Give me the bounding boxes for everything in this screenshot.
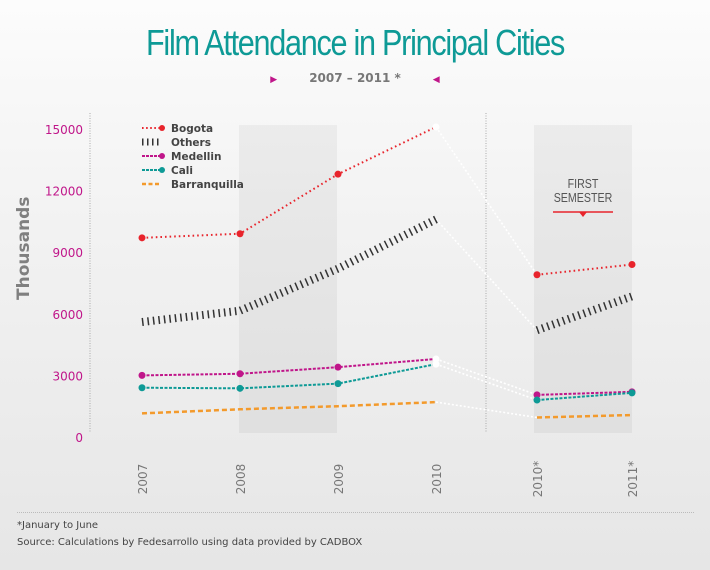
series-line-medellin bbox=[536, 390, 633, 396]
data-point-bogota bbox=[334, 170, 342, 178]
data-point-cali bbox=[628, 389, 636, 397]
x-tick-label: 2010* bbox=[531, 461, 545, 498]
data-point-bogota bbox=[432, 123, 440, 131]
x-tick-label: 2011* bbox=[626, 461, 640, 498]
data-point-bogota bbox=[628, 261, 636, 269]
legend-marker-medellin bbox=[159, 153, 165, 159]
triangle-right-icon: ▶ bbox=[270, 75, 278, 85]
annotation-arrow-icon bbox=[579, 212, 587, 217]
data-point-medellin bbox=[432, 355, 440, 363]
legend-marker-bogota bbox=[159, 125, 165, 131]
x-tick-label: 2010 bbox=[430, 464, 444, 495]
y-tick-label: 0 bbox=[75, 431, 83, 445]
data-point-bogota bbox=[533, 271, 541, 279]
data-point-bogota bbox=[236, 230, 244, 238]
connector-line bbox=[435, 358, 538, 396]
legend-label-barranquilla: Barranquilla bbox=[171, 179, 244, 191]
legend-marker-cali bbox=[159, 167, 165, 173]
annotation-text: SEMESTER bbox=[554, 190, 613, 205]
connector-line bbox=[435, 126, 538, 276]
x-tick-label: 2008 bbox=[234, 464, 248, 495]
annotation-text: FIRST bbox=[568, 176, 599, 191]
y-tick-label: 15000 bbox=[45, 123, 83, 137]
series-line-barranquilla bbox=[141, 400, 437, 415]
data-point-bogota bbox=[138, 234, 146, 242]
data-point-medellin bbox=[334, 363, 342, 371]
y-tick-label: 3000 bbox=[52, 369, 83, 383]
data-point-medellin bbox=[138, 371, 146, 379]
series-line-bogota bbox=[141, 126, 437, 239]
footer-divider bbox=[17, 512, 694, 513]
y-tick-label: 9000 bbox=[52, 246, 83, 260]
legend-label-cali: Cali bbox=[171, 165, 193, 177]
data-point-medellin bbox=[236, 370, 244, 378]
chart-subtitle: ▶ 2007 – 2011 * ◀ bbox=[0, 71, 710, 85]
connector-line bbox=[435, 218, 538, 331]
footnote-note: *January to June bbox=[17, 520, 99, 531]
data-point-cali bbox=[432, 360, 440, 368]
shaded-band-first-semester bbox=[534, 125, 632, 433]
chart-plot: 0 3000 6000 9000 12000 15000 2007 2008 2009 2010 2… bbox=[45, 113, 640, 498]
x-tick-label: 2009 bbox=[332, 464, 346, 495]
connector-line bbox=[435, 401, 538, 419]
y-tick-label: 6000 bbox=[52, 308, 83, 322]
subtitle-text: 2007 – 2011 * bbox=[309, 71, 401, 85]
chart-title: Film Attendance in Principal Cities bbox=[146, 22, 565, 63]
data-point-cali bbox=[236, 384, 244, 392]
triangle-left-icon: ◀ bbox=[432, 75, 440, 85]
series-line-cali bbox=[536, 391, 633, 402]
legend-label-others: Others bbox=[171, 137, 211, 149]
shaded-band-2008-2009 bbox=[239, 125, 337, 433]
y-tick-label: 12000 bbox=[45, 185, 83, 199]
series-line-bogota bbox=[536, 263, 633, 276]
x-tick-label: 2007 bbox=[136, 464, 150, 495]
data-point-cali bbox=[334, 380, 342, 388]
data-point-cali bbox=[533, 396, 541, 404]
data-point-medellin bbox=[533, 391, 541, 399]
data-point-cali bbox=[138, 384, 146, 392]
footnote-source: Source: Calculations by Fedesarrollo usi… bbox=[17, 537, 363, 548]
series-line-medellin bbox=[141, 357, 437, 377]
legend-label-bogota: Bogota bbox=[171, 123, 213, 135]
connector-line bbox=[435, 363, 538, 401]
series-line-others bbox=[535, 292, 634, 334]
legend-label-medellin: Medellin bbox=[171, 151, 221, 163]
